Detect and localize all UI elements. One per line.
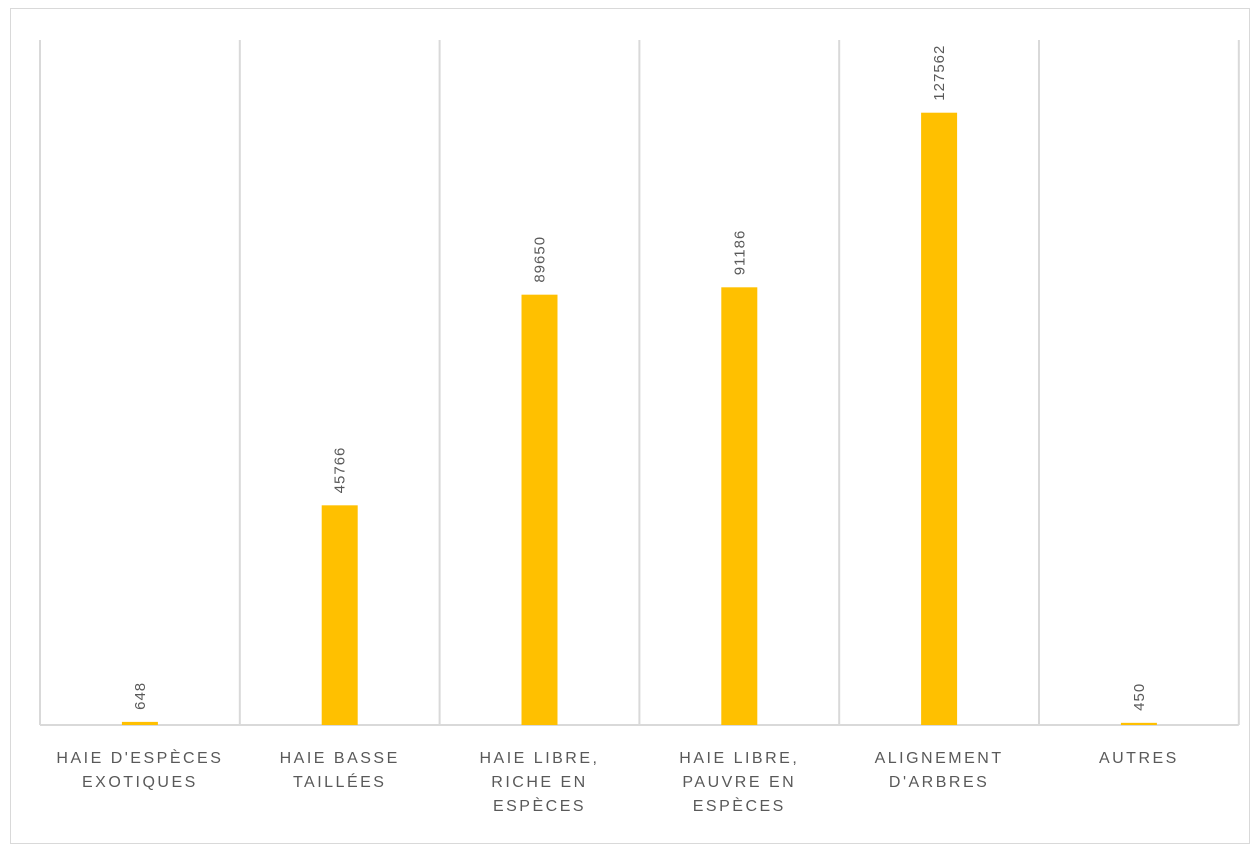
category-label: AUTRES	[1099, 750, 1179, 767]
bar	[121, 721, 158, 725]
category-separators	[39, 40, 1240, 726]
category-label: ESPÈCES	[493, 796, 586, 815]
chart-frame	[10, 8, 1250, 844]
category-labels: HAIE D'ESPÈCES EXOTIQUES HAIE BASSE TAILLÉE…	[56, 748, 1179, 815]
data-label: 89650	[532, 236, 549, 283]
bar	[721, 287, 758, 725]
category-label: D'ARBRES	[889, 774, 989, 791]
category-label: HAIE LIBRE,	[480, 750, 600, 767]
data-labels: 648 45766 89650 91186 127562 450	[132, 45, 1148, 711]
category-label: HAIE LIBRE,	[679, 750, 799, 767]
category-label: EXOTIQUES	[82, 774, 198, 791]
data-label: 648	[132, 682, 149, 710]
category-label: ESPÈCES	[693, 796, 786, 815]
category-label: HAIE BASSE	[280, 750, 400, 767]
category-label: PAUVRE EN	[682, 774, 796, 791]
data-label: 91186	[731, 230, 748, 276]
data-label: 127562	[931, 45, 948, 101]
data-label: 450	[1131, 683, 1148, 711]
bar	[321, 505, 358, 725]
category-label: HAIE D'ESPÈCES	[56, 748, 223, 767]
category-label: RICHE EN	[491, 774, 587, 791]
bars	[121, 112, 1157, 726]
bar	[521, 294, 558, 725]
bar	[1120, 722, 1157, 725]
bar	[921, 112, 958, 726]
category-label: ALIGNEMENT	[875, 750, 1004, 767]
data-label: 45766	[332, 447, 349, 494]
category-label: TAILLÉES	[293, 772, 387, 791]
